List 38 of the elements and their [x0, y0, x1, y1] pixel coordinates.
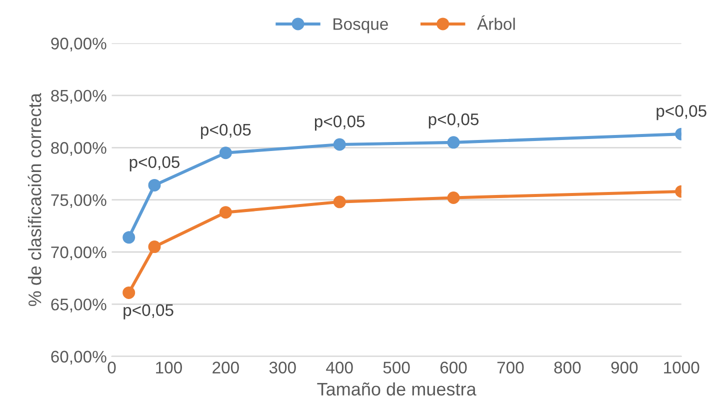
point	[148, 178, 161, 192]
x-tick-label: 500	[383, 362, 410, 374]
x-tick-label: 300	[269, 362, 296, 374]
y-tick-label: 85,00%	[51, 90, 106, 104]
annotation: p<0,05	[201, 124, 251, 139]
x-tick-label: 800	[554, 362, 581, 374]
point	[447, 136, 460, 149]
legend-label: Bosque	[334, 18, 388, 34]
point	[122, 286, 136, 299]
y-tick-label: 90,00%	[51, 38, 106, 52]
point	[122, 231, 136, 244]
point	[219, 146, 232, 160]
legend-label: Árbol	[477, 15, 515, 30]
y-tick-label: 70,00%	[51, 246, 106, 260]
y-tick-label: 80,00%	[51, 142, 106, 156]
point	[333, 196, 346, 208]
x-tick-label: 100	[156, 362, 182, 374]
annotation: p<0,05	[656, 105, 706, 120]
annotation: p<0,05	[428, 113, 479, 129]
x-tick-label: 1000	[664, 362, 700, 374]
x-tick-label: 900	[611, 362, 638, 374]
y-tick-label: 60,00%	[51, 350, 106, 365]
annotation: p<0,05	[314, 116, 365, 131]
y-tick-label: 75,00%	[51, 194, 106, 208]
y-axis-title: % de clasificación correcta	[28, 92, 42, 306]
point	[447, 191, 460, 204]
point	[219, 206, 232, 219]
y-tick-label: 65,00%	[51, 298, 106, 312]
annotation: p<0,05	[130, 156, 180, 172]
x-tick-label: 0	[108, 362, 116, 374]
annotation: p<0,05	[124, 304, 174, 320]
x-tick-label: 700	[497, 362, 524, 374]
x-tick-label: 400	[326, 362, 353, 374]
point	[333, 138, 346, 151]
point	[148, 240, 161, 254]
x-axis-title: Tamaño de muestra	[317, 382, 476, 396]
x-tick-label: 600	[440, 362, 467, 374]
x-tick-label: 200	[212, 362, 239, 374]
